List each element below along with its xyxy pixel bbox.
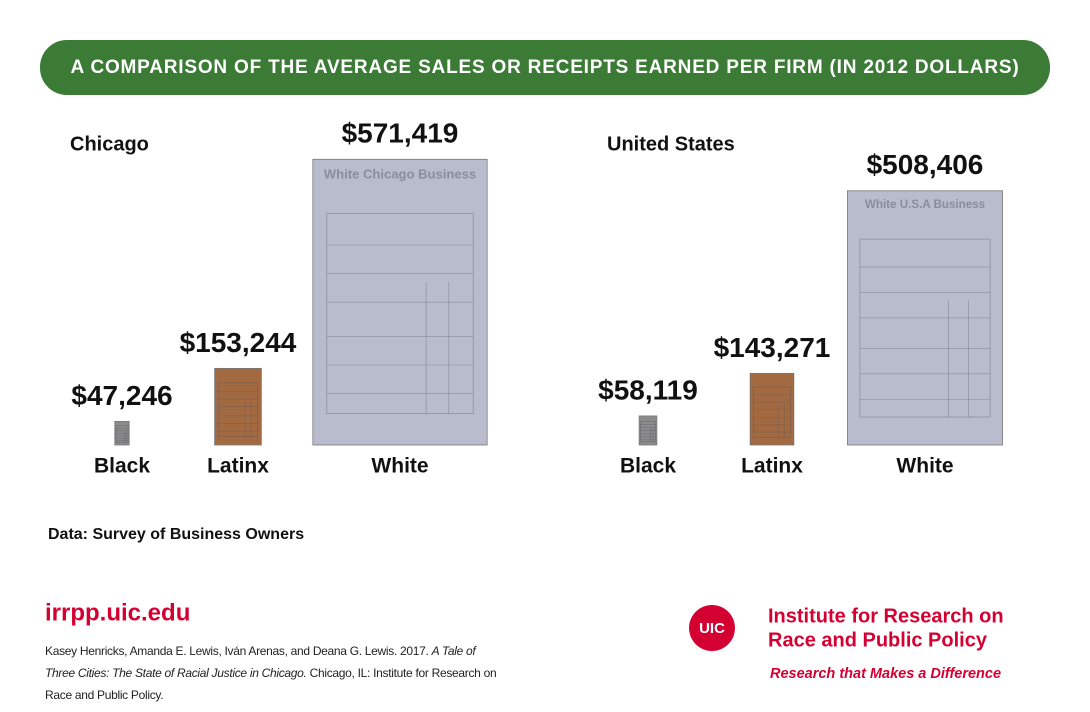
category-label: Black [620, 455, 676, 478]
panel-title: Chicago [70, 133, 149, 155]
receipt [114, 420, 130, 446]
website[interactable]: irrpp.uic.edu [45, 599, 190, 626]
receipt-bar [312, 158, 488, 446]
value-label: $47,246 [71, 380, 172, 411]
logo-circle [689, 605, 735, 651]
receipt-frame [859, 238, 991, 418]
value-label: $571,419 [342, 118, 459, 149]
receipt: White Chicago Business [312, 158, 488, 446]
receipt-bar [214, 367, 262, 446]
receipt [749, 372, 795, 446]
receipt [638, 415, 658, 446]
receipt-frame [753, 386, 791, 438]
citation-publisher: Chicago, IL: Institute for Research on R… [45, 666, 497, 702]
receipt-bar [847, 190, 1003, 446]
panel-title: United States [607, 133, 735, 155]
category-label: Black [94, 455, 150, 478]
title: A COMPARISON OF THE AVERAGE SALES OR REC… [71, 57, 1020, 78]
value-label: $58,119 [598, 374, 698, 405]
receipt-frame [218, 382, 258, 437]
value-label: $153,244 [180, 327, 297, 358]
receipt-bar [749, 372, 795, 446]
value-label: $143,271 [714, 332, 831, 363]
receipt-frame [115, 425, 129, 443]
citation-authors: Kasey Henricks, Amanda E. Lewis, Iván Ar… [45, 644, 429, 658]
receipt-frame [640, 421, 656, 443]
category-label: White [896, 455, 953, 478]
category-label: White [371, 455, 428, 478]
receipt-title: White Chicago Business [324, 166, 476, 181]
source: Data: Survey of Business Owners [48, 526, 304, 543]
title-banner [40, 40, 1050, 95]
receipt [214, 367, 262, 446]
receipt-bar [638, 415, 658, 446]
receipt-frame [326, 213, 474, 414]
citation-work: A Tale of Three Cities: The State of Rac… [45, 644, 476, 680]
receipt-bar [114, 420, 130, 446]
institute-line: Race and Public Policy [768, 629, 988, 651]
value-label: $508,406 [867, 149, 984, 180]
institute-line: Institute for Research on [768, 605, 1004, 627]
receipt: White U.S.A Business [847, 190, 1003, 446]
receipt-title: White U.S.A Business [865, 198, 985, 211]
category-label: Latinx [207, 455, 269, 478]
category-label: Latinx [741, 455, 803, 478]
logo-text: UIC [699, 620, 725, 637]
citation: Kasey Henricks, Amanda E. Lewis, Iván Ar… [45, 640, 505, 706]
tagline: Research that Makes a Difference [770, 666, 1001, 682]
